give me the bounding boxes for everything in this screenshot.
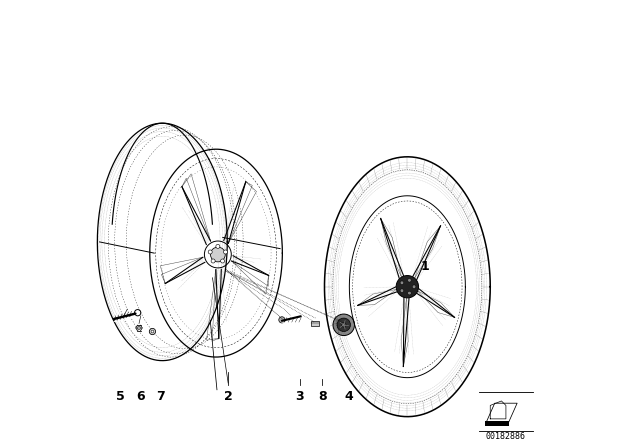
Circle shape [151, 330, 154, 333]
Text: 5: 5 [116, 390, 125, 403]
Circle shape [149, 328, 156, 335]
Circle shape [396, 276, 419, 298]
Circle shape [408, 279, 412, 282]
Circle shape [216, 245, 220, 248]
Circle shape [211, 259, 215, 263]
Circle shape [211, 247, 225, 262]
Polygon shape [485, 421, 509, 426]
Text: 4: 4 [345, 390, 353, 403]
Circle shape [221, 259, 225, 263]
Text: 6: 6 [136, 390, 145, 403]
Circle shape [342, 323, 346, 327]
Text: 7: 7 [156, 390, 164, 403]
Text: 2: 2 [224, 390, 232, 403]
Circle shape [337, 318, 351, 332]
Bar [311, 321, 319, 326]
Circle shape [223, 250, 228, 254]
Circle shape [138, 326, 141, 330]
Text: 8: 8 [318, 390, 326, 403]
Circle shape [279, 317, 285, 323]
Circle shape [333, 314, 355, 336]
Text: 1: 1 [421, 260, 429, 273]
Circle shape [400, 289, 404, 293]
Circle shape [408, 291, 412, 295]
Text: 3: 3 [296, 390, 304, 403]
Circle shape [412, 285, 416, 289]
Circle shape [400, 281, 404, 284]
Circle shape [208, 250, 212, 254]
Text: 00182886: 00182886 [486, 432, 526, 441]
